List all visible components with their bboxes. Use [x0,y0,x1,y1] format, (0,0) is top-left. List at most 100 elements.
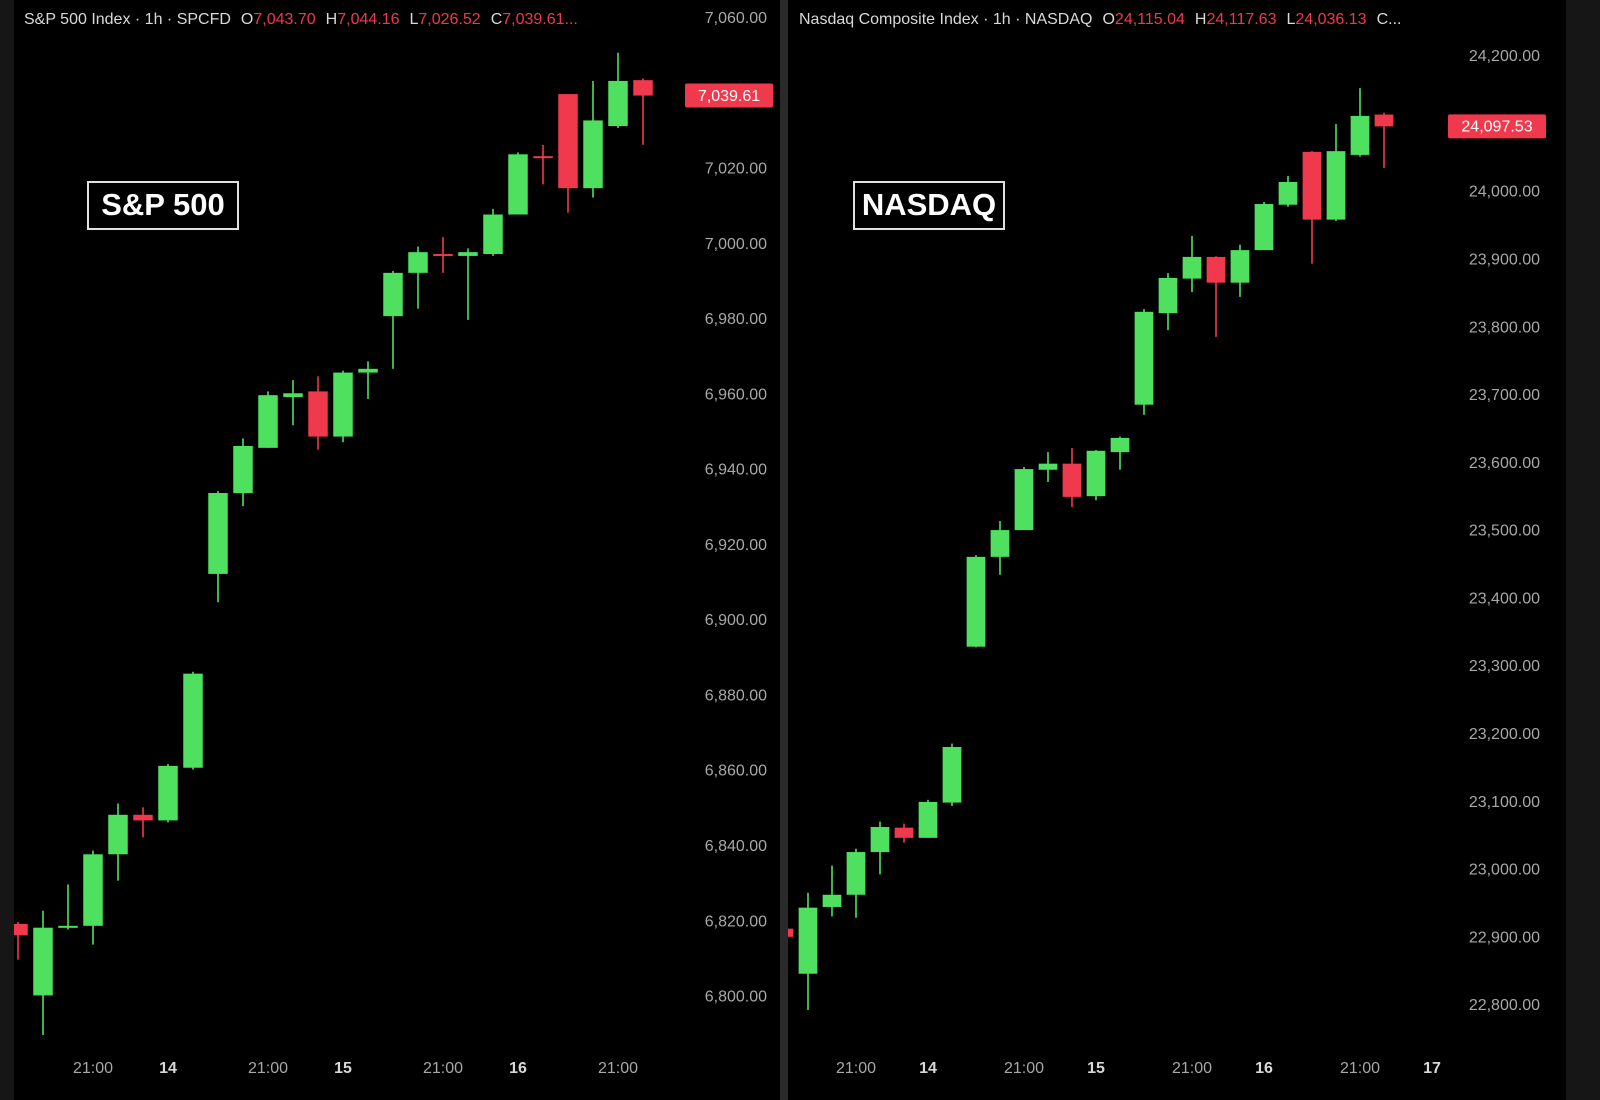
ohlc-value: 7,043.70 [253,11,315,28]
y-tick-label: 6,900.00 [705,612,767,629]
candle-body [846,852,866,895]
y-tick-label: 6,980.00 [705,311,767,328]
candle-body [788,928,794,937]
x-tick-label: 21:00 [598,1060,638,1077]
candle-body [83,854,103,926]
candle-body [258,395,278,448]
candle-body [133,814,153,821]
x-tick-label: 21:00 [1340,1060,1380,1077]
y-tick-label: 6,880.00 [705,687,767,704]
candle-body [308,391,328,437]
badge-box [87,181,239,230]
y-tick-label: 23,000.00 [1469,862,1540,879]
y-tick-label: 6,800.00 [705,989,767,1006]
x-tick-label: 17 [1423,1060,1441,1077]
ohlc-value: 7,039.61... [502,11,578,28]
ohlc-value: 7,044.16 [337,11,399,28]
candle-body [358,368,378,373]
panel [788,0,1566,1100]
candles [788,88,1394,1011]
candle-body [158,765,178,821]
candle-body [1326,151,1346,220]
badge: NASDAQ [862,187,996,222]
ohlc-key: H [326,11,338,28]
candle-body [1278,182,1298,205]
candle-body [1110,437,1130,453]
chart-header: Nasdaq Composite Index · 1h · NASDAQ O24,… [799,11,1401,28]
candle-body [1062,463,1082,497]
y-tick-label: 23,300.00 [1469,658,1540,675]
x-tick-label: 21:00 [73,1060,113,1077]
ohlc-key: H [1195,11,1207,28]
candle-body [433,254,453,257]
y-tick-label: 23,100.00 [1469,794,1540,811]
candle-body [283,393,303,398]
candle-body [1086,450,1106,497]
y-tick-label: 22,900.00 [1469,929,1540,946]
x-tick-label: 21:00 [423,1060,463,1077]
candle-body [822,894,842,907]
candle-body [608,80,628,127]
candle-body [894,827,914,838]
ohlc-key: O [1102,11,1114,28]
candle-body [633,80,653,96]
x-tick-label: 16 [509,1060,527,1077]
x-tick-label: 21:00 [1004,1060,1044,1077]
candle-body [33,927,53,996]
chart-title: Nasdaq Composite Index · 1h · NASDAQ [799,11,1092,28]
y-tick-label: 24,200.00 [1469,48,1540,65]
candle-body [408,252,428,273]
candle-body [383,272,403,317]
candle-body [966,556,986,647]
candle-body [1134,311,1154,405]
y-tick-label: 23,600.00 [1469,455,1540,472]
chart-title: S&P 500 Index · 1h · SPCFD [24,11,231,28]
candle-body [1182,256,1202,279]
y-tick-label: 23,500.00 [1469,523,1540,540]
y-tick-label: 6,960.00 [705,386,767,403]
divider [780,0,788,1100]
price-tag [685,83,773,108]
y-tick-label: 23,800.00 [1469,319,1540,336]
x-tick-label: 21:00 [1172,1060,1212,1077]
ohlc-value: 7,026.52 [418,11,480,28]
y-tick-label: 7,020.00 [705,161,767,178]
candle-body [990,530,1010,557]
candle-body [58,925,78,928]
ohlc-value: 24,117.63 [1206,11,1276,28]
x-tick-label: 21:00 [248,1060,288,1077]
y-tick-label: 24,000.00 [1469,184,1540,201]
candle-body [942,746,962,803]
y-tick-label: 6,860.00 [705,763,767,780]
ohlc-key: L [410,11,419,28]
price-tag-label: 7,039.61 [698,88,760,105]
candle-body [483,214,503,255]
candle-body [14,923,28,936]
price-tag-label: 24,097.53 [1461,119,1532,136]
candle-body [1206,256,1226,283]
candle-body [1254,204,1274,251]
candles [14,52,653,1035]
ohlc-key: O [241,11,253,28]
candle-body [870,826,890,853]
candle-body [183,673,203,768]
candle-body [1230,250,1250,283]
y-tick-label: 22,800.00 [1469,997,1540,1014]
candle-body [1374,114,1394,127]
y-tick-label: 23,400.00 [1469,590,1540,607]
candle-body [583,120,603,189]
candle-body [1158,277,1178,314]
x-tick-label: 14 [159,1060,177,1077]
candle-body [508,154,528,215]
price-tag [1448,114,1546,139]
ohlc-value: 24,115.04 [1115,11,1185,28]
candle-body [1014,469,1034,531]
x-tick-label: 15 [334,1060,352,1077]
ohlc-value: 24,036.13 [1295,11,1366,28]
badge: S&P 500 [101,187,225,222]
candle-body [1350,115,1370,155]
y-tick-label: 7,060.00 [705,10,767,27]
candle-body [1038,463,1058,470]
